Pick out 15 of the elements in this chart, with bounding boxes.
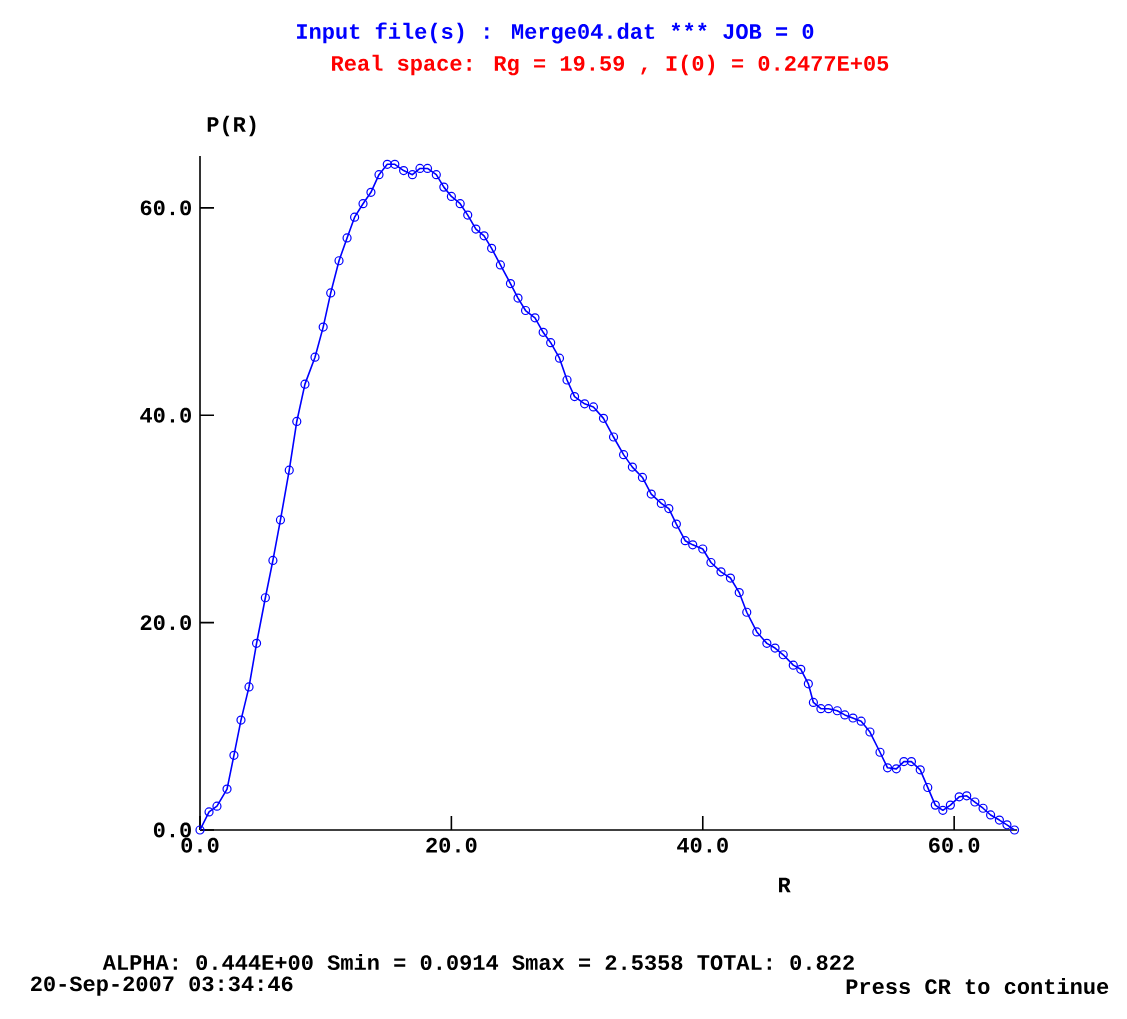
text: Press CR to continue [846,977,1109,995]
text: ALPHA: 0.444E+00 Smin = 0.0914 Smax = 2.5358 TOTAL: 0.822 [102,953,854,971]
y-tick-label: 0.0 [153,822,191,838]
x-tick-label: 40.0 [677,837,728,853]
x-axis-title: R [779,877,791,893]
y-axis-title: P(R) [207,115,256,137]
x-tick-label: 0.0 [181,837,219,853]
y-tick-label: 20.0 [140,615,191,631]
y-tick-label: 40.0 [140,407,191,423]
x-tick-label: 60.0 [929,837,980,853]
x-tick-label: 20.0 [426,837,477,853]
chart-title: Input file(s) : Merge04.dat *** JOB = 0 [297,22,814,44]
text: 20-Sep-2007 03:34:46 [31,976,293,996]
y-tick-label: 60.0 [140,200,191,216]
chart-subtitle: Real space: Rg = 19.59 , I(0) = 0.2477E+05 [332,54,889,76]
